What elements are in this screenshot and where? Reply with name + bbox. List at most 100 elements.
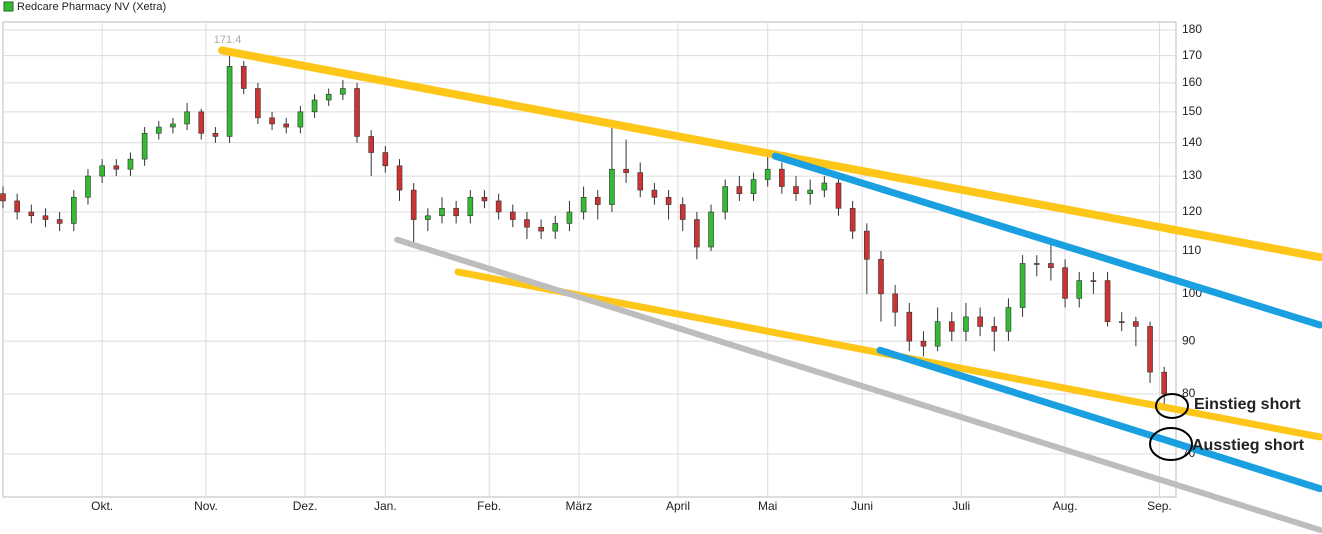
candle-body (665, 196, 672, 205)
candle-body (849, 207, 856, 232)
y-tick-label: 170 (1182, 48, 1202, 62)
candle-body (793, 186, 799, 194)
candle-body (425, 215, 431, 220)
annotation: Einstieg short (1194, 396, 1301, 413)
x-tick-label: Feb. (477, 499, 501, 513)
candle-body (580, 196, 587, 213)
candle-body (85, 175, 91, 198)
candle-body (538, 226, 544, 232)
x-tick-label: Aug. (1053, 499, 1078, 513)
candle-body (226, 66, 233, 137)
y-tick-label: 90 (1182, 333, 1196, 347)
candle-body (396, 165, 403, 191)
candle-body (679, 204, 686, 220)
chart-title: Redcare Pharmacy NV (Xetra) (17, 1, 166, 13)
candle-body (609, 168, 615, 205)
candle-body (325, 93, 332, 101)
candle-body (283, 123, 290, 128)
candle-body (750, 179, 757, 194)
candle-body (184, 111, 190, 125)
candle-body (410, 189, 417, 220)
candle-body (368, 136, 374, 153)
candle-body (1048, 263, 1054, 268)
candle-body (1033, 263, 1040, 265)
trendline (218, 46, 1322, 262)
candle-body (552, 223, 559, 232)
candle-body (56, 219, 63, 224)
candle-body (155, 126, 162, 134)
candle-body (623, 168, 629, 173)
y-tick-label: 160 (1182, 75, 1202, 89)
candle-body (948, 321, 955, 332)
candle-body (1019, 263, 1026, 308)
candle-body (694, 219, 700, 248)
candle-body (198, 111, 205, 134)
candle-body (764, 168, 771, 180)
candle-body (354, 88, 360, 137)
annotation: Ausstieg short (1192, 437, 1305, 454)
entry-marker (1155, 393, 1189, 419)
candle-body (722, 186, 729, 213)
candle-body (0, 193, 6, 202)
candle-body (835, 182, 842, 209)
candle-body (42, 215, 49, 220)
candle-body (1005, 307, 1012, 332)
x-tick-label: Sep. (1147, 499, 1172, 513)
exit-marker (1149, 427, 1193, 461)
candle-body (495, 200, 502, 213)
y-tick-label: 110 (1182, 243, 1201, 257)
candle-body (1076, 280, 1083, 299)
legend-swatch (3, 1, 14, 12)
candle-body (1090, 280, 1097, 282)
candle-body (1147, 326, 1153, 373)
y-tick-label: 130 (1182, 168, 1202, 182)
candle-body (311, 99, 318, 113)
x-tick-label: Mai (758, 499, 777, 513)
candle-body (1161, 371, 1167, 395)
candle-body (212, 132, 219, 137)
y-tick-label: 150 (1182, 104, 1202, 118)
x-tick-label: Juli (952, 499, 970, 513)
y-tick-label: 120 (1182, 204, 1202, 218)
x-tick-label: April (666, 499, 690, 513)
candle-body (651, 189, 658, 198)
candle-body (240, 66, 247, 89)
y-tick-label: 140 (1182, 135, 1202, 149)
candle-body (524, 219, 530, 228)
candle-body (71, 196, 77, 224)
candle-body (821, 182, 828, 191)
candle-body (892, 293, 898, 313)
x-tick-label: Nov. (194, 499, 218, 513)
x-tick-label: Okt. (91, 499, 113, 513)
candle-body (934, 321, 941, 347)
candle-body (864, 230, 870, 260)
y-tick-label: 180 (1182, 22, 1202, 36)
candle-body (127, 158, 134, 170)
candle-body (297, 111, 304, 128)
candle-body (170, 123, 176, 128)
x-tick-label: März (566, 499, 593, 513)
candle-body (255, 88, 261, 119)
candle-body (594, 196, 601, 205)
candle-body (1118, 321, 1125, 323)
candle-body (340, 88, 346, 95)
candle-body (467, 196, 474, 217)
x-tick-label: Jan. (374, 499, 397, 513)
candle-body (779, 168, 785, 187)
candle-body (920, 340, 927, 347)
candle-body (637, 172, 644, 191)
candle-body (708, 211, 714, 248)
candle-body (736, 186, 743, 194)
candle-body (269, 117, 275, 125)
candle-body (807, 189, 813, 194)
x-tick-label: Dez. (293, 499, 318, 513)
candle-body (14, 200, 20, 213)
candle-body (509, 211, 516, 220)
candle-body (113, 165, 120, 170)
candle-body (977, 316, 983, 327)
candle-body (1062, 267, 1068, 299)
candle-body (382, 152, 389, 167)
candle-body (439, 207, 445, 217)
candle-body (141, 132, 148, 160)
